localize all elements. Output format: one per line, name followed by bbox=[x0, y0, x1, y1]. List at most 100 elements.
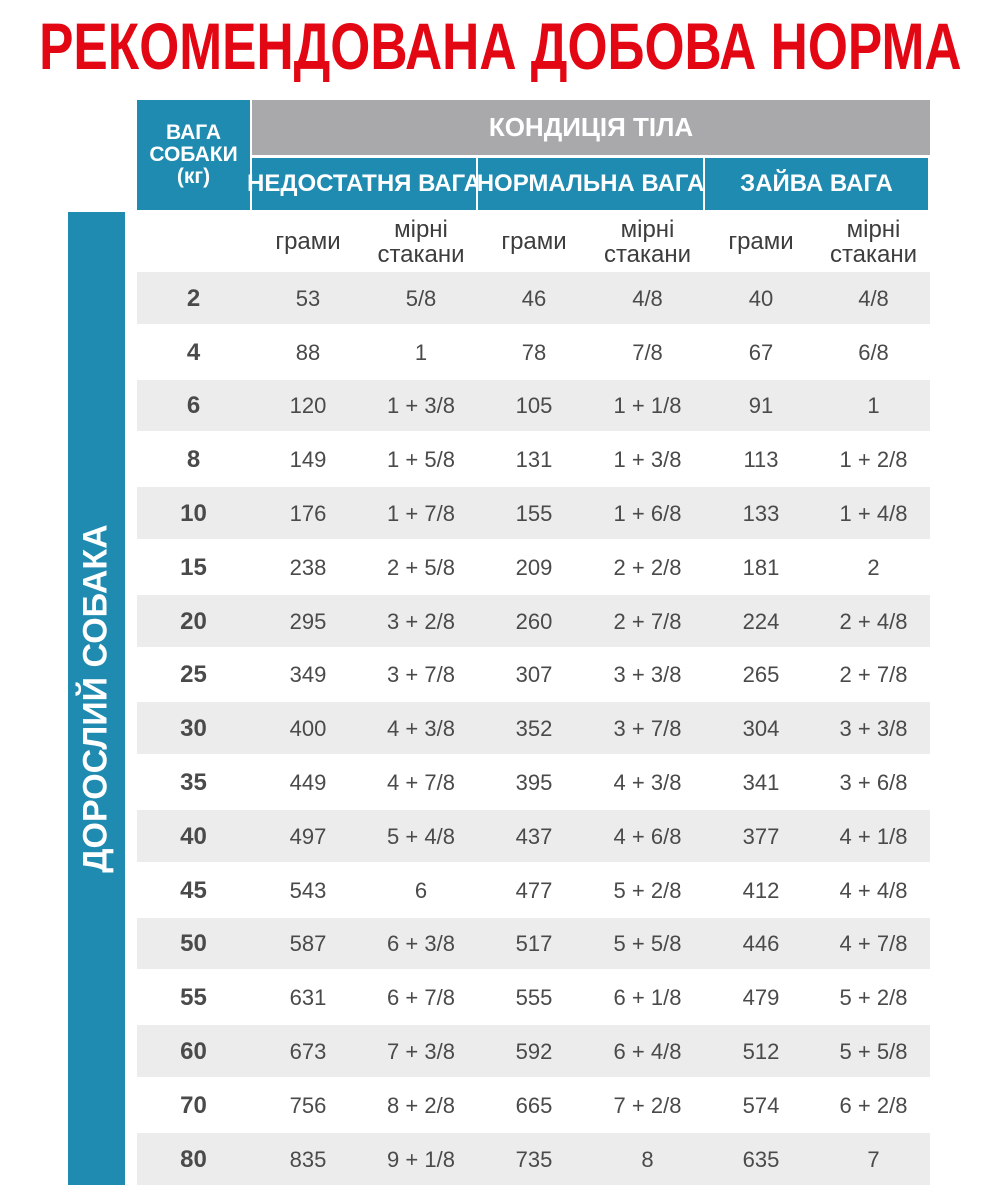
row-background bbox=[137, 1132, 930, 1185]
value-cell: 835 bbox=[289, 1146, 327, 1172]
weight-cell: 8 bbox=[186, 446, 201, 474]
column-header: грами bbox=[728, 228, 794, 256]
value-cell: 665 bbox=[515, 1092, 553, 1118]
value-cell: 4 + 4/8 bbox=[839, 877, 908, 903]
value-cell: 1 + 6/8 bbox=[613, 501, 682, 527]
value-cell: 1 + 5/8 bbox=[387, 447, 455, 473]
value-cell: 149 bbox=[289, 447, 327, 473]
value-cell: 5/8 bbox=[405, 285, 437, 311]
value-cell: 88 bbox=[295, 339, 321, 365]
value-cell: 1 + 2/8 bbox=[839, 447, 908, 473]
value-cell: 7/8 bbox=[632, 339, 663, 365]
value-cell: 437 bbox=[515, 823, 553, 849]
row-background bbox=[137, 810, 930, 862]
value-cell: 400 bbox=[289, 716, 327, 742]
value-cell: 67 bbox=[748, 339, 774, 365]
value-cell: 78 bbox=[521, 339, 547, 365]
value-cell: 1 bbox=[414, 339, 428, 365]
value-cell: 4/8 bbox=[632, 285, 663, 311]
group-header: ЗАЙВА ВАГА bbox=[705, 158, 928, 210]
weight-cell: 2 bbox=[186, 284, 201, 312]
value-cell: 155 bbox=[515, 501, 553, 527]
value-cell: 555 bbox=[515, 985, 553, 1011]
value-cell: 2 + 7/8 bbox=[839, 662, 908, 688]
value-cell: 4 + 7/8 bbox=[839, 931, 908, 957]
value-cell: 3 + 6/8 bbox=[839, 770, 908, 796]
weight-cell: 40 bbox=[180, 822, 207, 850]
value-cell: 209 bbox=[515, 554, 553, 580]
value-cell: 6 + 4/8 bbox=[613, 1039, 682, 1065]
value-cell: 497 bbox=[289, 823, 327, 849]
value-cell: 377 bbox=[742, 823, 780, 849]
value-cell: 120 bbox=[289, 393, 327, 419]
value-cell: 8 bbox=[641, 1146, 654, 1172]
value-cell: 6 bbox=[414, 877, 428, 903]
value-cell: 673 bbox=[289, 1039, 327, 1065]
value-cell: 477 bbox=[515, 877, 553, 903]
value-cell: 1 + 4/8 bbox=[839, 501, 908, 527]
column-header: мірні стакани bbox=[829, 215, 918, 268]
value-cell: 587 bbox=[289, 931, 327, 957]
value-cell: 46 bbox=[521, 285, 547, 311]
value-cell: 5 + 5/8 bbox=[613, 931, 682, 957]
value-cell: 40 bbox=[748, 285, 774, 311]
weight-header: ВАГА СОБАКИ (кг) bbox=[137, 100, 250, 210]
value-cell: 512 bbox=[742, 1039, 780, 1065]
value-cell: 91 bbox=[748, 393, 774, 419]
value-cell: 1 + 1/8 bbox=[613, 393, 682, 419]
weight-cell: 60 bbox=[180, 1038, 207, 1066]
value-cell: 9 + 1/8 bbox=[387, 1146, 455, 1172]
weight-cell: 80 bbox=[180, 1145, 207, 1173]
value-cell: 1 + 3/8 bbox=[387, 393, 455, 419]
row-background bbox=[137, 1025, 930, 1077]
value-cell: 2 + 7/8 bbox=[613, 608, 682, 634]
value-cell: 3 + 7/8 bbox=[387, 662, 455, 688]
value-cell: 352 bbox=[515, 716, 553, 742]
value-cell: 1 bbox=[867, 393, 880, 419]
value-cell: 307 bbox=[515, 662, 553, 688]
weight-cell: 35 bbox=[180, 769, 207, 797]
value-cell: 446 bbox=[742, 931, 780, 957]
weight-cell: 25 bbox=[180, 661, 207, 689]
weight-cell: 55 bbox=[180, 984, 207, 1012]
value-cell: 1 + 7/8 bbox=[387, 501, 455, 527]
value-cell: 517 bbox=[515, 931, 553, 957]
value-cell: 7 + 2/8 bbox=[613, 1092, 682, 1118]
value-cell: 131 bbox=[515, 447, 553, 473]
value-cell: 105 bbox=[515, 393, 553, 419]
value-cell: 3 + 3/8 bbox=[839, 716, 908, 742]
weight-cell: 70 bbox=[180, 1091, 207, 1119]
value-cell: 181 bbox=[742, 554, 780, 580]
value-cell: 176 bbox=[289, 501, 327, 527]
group-header: НЕДОСТАТНЯ ВАГА bbox=[247, 158, 481, 210]
value-cell: 4 + 3/8 bbox=[387, 716, 455, 742]
value-cell: 6 + 1/8 bbox=[613, 985, 682, 1011]
value-cell: 113 bbox=[743, 447, 779, 473]
column-header: грами bbox=[501, 228, 567, 256]
value-cell: 3 + 2/8 bbox=[387, 608, 455, 634]
weight-cell: 45 bbox=[180, 876, 207, 904]
weight-cell: 50 bbox=[180, 930, 207, 958]
value-cell: 295 bbox=[289, 608, 327, 634]
title-text: РЕКОМЕНДОВАНА ДОБОВА НОРМА bbox=[38, 9, 962, 83]
side-label: ДОРОСЛИЙ СОБАКА bbox=[77, 524, 116, 873]
value-cell: 735 bbox=[515, 1146, 553, 1172]
value-cell: 7 + 3/8 bbox=[387, 1039, 455, 1065]
column-header: грами bbox=[275, 228, 341, 256]
value-cell: 304 bbox=[742, 716, 780, 742]
value-cell: 6 + 2/8 bbox=[839, 1092, 908, 1118]
title: РЕКОМЕНДОВАНА ДОБОВА НОРМА bbox=[0, 0, 1000, 92]
value-cell: 4 + 1/8 bbox=[839, 823, 908, 849]
row-background bbox=[137, 917, 930, 970]
weight-cell: 10 bbox=[180, 500, 207, 528]
value-cell: 479 bbox=[742, 985, 780, 1011]
row-background bbox=[137, 594, 930, 647]
column-header: мірні стакани bbox=[377, 215, 465, 268]
value-cell: 224 bbox=[742, 608, 780, 634]
weight-cell: 30 bbox=[180, 715, 207, 743]
value-cell: 4/8 bbox=[858, 285, 889, 311]
value-cell: 6 + 3/8 bbox=[387, 931, 455, 957]
row-background bbox=[137, 379, 930, 432]
value-cell: 6 + 7/8 bbox=[387, 985, 455, 1011]
value-cell: 8 + 2/8 bbox=[387, 1092, 455, 1118]
